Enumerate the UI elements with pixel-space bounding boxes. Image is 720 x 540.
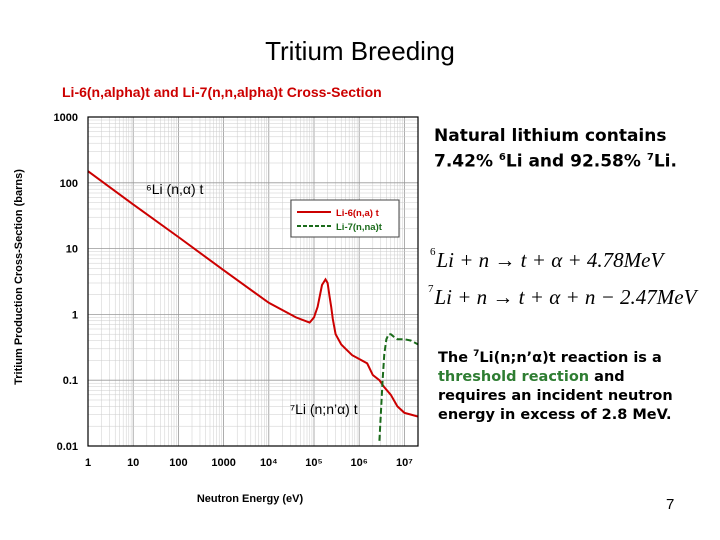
threshold-line1: The 7Li(n;n’α)t reaction is a bbox=[438, 345, 673, 368]
eq1-text: Li + n → t + α + 4.78MeV bbox=[436, 248, 664, 272]
natural-lithium-line1: Natural lithium contains bbox=[434, 126, 667, 146]
equation-li7: 7Li + n → t + α + n − 2.47MeV bbox=[428, 283, 696, 310]
abundance-li7-text: Li and 92.58% bbox=[505, 151, 647, 172]
x-tick-label: 100 bbox=[169, 457, 187, 469]
threshold-mass-number: 7 bbox=[473, 349, 480, 359]
y-axis-label: Tritium Production Cross-Section (barns) bbox=[13, 169, 25, 385]
li7-mass-number: 7 bbox=[646, 152, 654, 163]
x-tick-label: 1 bbox=[85, 457, 91, 469]
threshold-note: The 7Li(n;n’α)t reaction is a threshold … bbox=[438, 345, 673, 425]
grid bbox=[87, 117, 419, 447]
y-tick-label: 10 bbox=[66, 244, 78, 256]
eq2-text: Li + n → t + α + n − 2.47MeV bbox=[434, 285, 697, 309]
equation-li6: 6Li + n → t + α + 4.78MeV bbox=[430, 246, 663, 273]
x-tick-label: 10⁶ bbox=[351, 457, 368, 469]
annotation-li6: ⁶Li (n,α) t bbox=[146, 181, 204, 197]
threshold-reaction: Li(n;n’α)t reaction is a bbox=[479, 349, 662, 366]
legend-label: Li-7(n,na)t bbox=[336, 222, 383, 233]
threshold-line3: requires an incident neutron bbox=[438, 387, 673, 404]
abundance-end-text: Li. bbox=[653, 151, 677, 172]
threshold-highlight: threshold reaction bbox=[438, 368, 590, 385]
y-tick-label: 0.1 bbox=[63, 375, 78, 387]
legend: Li-6(n,a) t Li-7(n,na)t bbox=[290, 199, 400, 238]
natural-lithium-note: Natural lithium contains 7.42% 6Li and 9… bbox=[434, 126, 677, 173]
abundance-li6-text: 7.42% bbox=[434, 151, 499, 172]
y-tick-label: 1 bbox=[72, 309, 78, 321]
tick-labels: 1 10 100 1000 10⁴ 10⁵ 10⁶ 10⁷ 1000 100 10 1 0.1 0.01 bbox=[54, 112, 414, 469]
x-axis-label: Neutron Energy (eV) bbox=[197, 493, 304, 505]
y-tick-label: 100 bbox=[60, 178, 78, 190]
y-tick-label: 0.01 bbox=[57, 441, 78, 453]
natural-lithium-line2: 7.42% 6Li and 92.58% 7Li. bbox=[434, 147, 677, 173]
threshold-line4: energy in excess of 2.8 MeV. bbox=[438, 406, 672, 423]
slide-title: Tritium Breeding bbox=[265, 36, 455, 66]
x-tick-label: 10⁴ bbox=[260, 457, 278, 469]
legend-label: Li-6(n,a) t bbox=[336, 208, 380, 219]
li6-mass-number: 6 bbox=[498, 152, 506, 163]
series-layer bbox=[87, 170, 419, 441]
x-tick-label: 10⁵ bbox=[305, 457, 322, 469]
x-tick-label: 10 bbox=[127, 457, 139, 469]
eq1-mass-number: 6 bbox=[430, 246, 436, 258]
page-number: 7 bbox=[666, 496, 675, 513]
y-tick-label: 1000 bbox=[54, 112, 78, 124]
legend-box bbox=[290, 199, 400, 238]
threshold-pre: The bbox=[438, 349, 474, 366]
eq2-mass-number: 7 bbox=[428, 283, 434, 295]
x-tick-label: 1000 bbox=[211, 457, 235, 469]
li7-curve bbox=[378, 333, 419, 441]
li6-curve bbox=[87, 170, 419, 418]
threshold-rest1: and bbox=[589, 368, 625, 385]
plot-frame bbox=[87, 116, 419, 447]
annotation-li7: ⁷Li (n;n’α) t bbox=[290, 401, 358, 417]
chart-title: Li-6(n,alpha)t and Li-7(n,n,alpha)t Cros… bbox=[62, 84, 382, 100]
threshold-line2: threshold reaction and bbox=[438, 368, 673, 387]
x-tick-label: 10⁷ bbox=[396, 457, 413, 469]
